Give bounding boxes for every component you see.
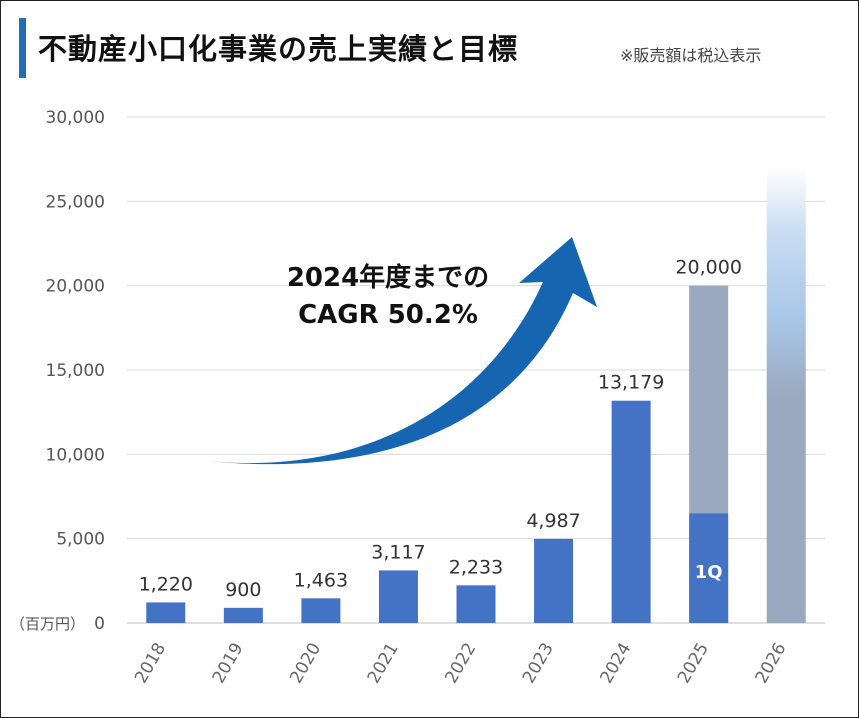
actual-bar bbox=[689, 513, 729, 623]
y-tick-label: 5,000 bbox=[56, 530, 105, 550]
y-tick-label: 10,000 bbox=[46, 445, 105, 465]
actual-bar bbox=[223, 607, 263, 623]
actual-bar bbox=[301, 598, 341, 623]
y-tick-label: 30,000 bbox=[46, 108, 105, 128]
x-tick-label: 2018 bbox=[131, 640, 170, 687]
x-tick-label: 2024 bbox=[596, 640, 635, 687]
cagr-label-line2: CAGR 50.2% bbox=[298, 300, 478, 330]
y-tick-label: 15,000 bbox=[46, 361, 105, 381]
actual-bar bbox=[534, 538, 574, 623]
x-tick-label: 2021 bbox=[364, 640, 403, 687]
actual-bar bbox=[378, 570, 418, 623]
x-tick-label: 2019 bbox=[209, 640, 248, 687]
y-tick-label: 20,000 bbox=[46, 277, 105, 297]
data-label: 20,000 bbox=[675, 257, 741, 279]
actual-bar bbox=[611, 400, 651, 623]
x-tick-label: 2022 bbox=[441, 640, 480, 687]
tax-note: ※販売額は税込表示 bbox=[620, 46, 762, 65]
actual-bar bbox=[146, 602, 186, 623]
data-label: 4,987 bbox=[526, 510, 580, 532]
actual-bar bbox=[456, 585, 496, 623]
data-label: 13,179 bbox=[598, 372, 664, 394]
title-accent-bar bbox=[19, 18, 26, 78]
data-label: 1,220 bbox=[139, 573, 193, 595]
data-label: 3,117 bbox=[371, 541, 425, 563]
data-label: 2,233 bbox=[449, 556, 503, 578]
chart-title: 不動産小口化事業の売上実績と目標 bbox=[38, 32, 519, 66]
x-tick-label: 2025 bbox=[674, 640, 713, 687]
cagr-label-line1: 2024年度までの bbox=[287, 262, 489, 293]
q1-label: 1Q bbox=[695, 562, 723, 583]
data-label: 1,463 bbox=[294, 569, 348, 591]
cagr-arrow bbox=[197, 237, 597, 465]
target-bar bbox=[766, 167, 806, 623]
unit-label: （百万円） bbox=[10, 615, 85, 633]
x-tick-label: 2026 bbox=[752, 640, 791, 687]
data-label: 900 bbox=[225, 579, 261, 601]
x-tick-label: 2023 bbox=[519, 640, 558, 687]
y-tick-label: 0 bbox=[94, 614, 105, 634]
y-tick-label: 25,000 bbox=[46, 192, 105, 212]
x-tick-label: 2020 bbox=[286, 640, 325, 687]
